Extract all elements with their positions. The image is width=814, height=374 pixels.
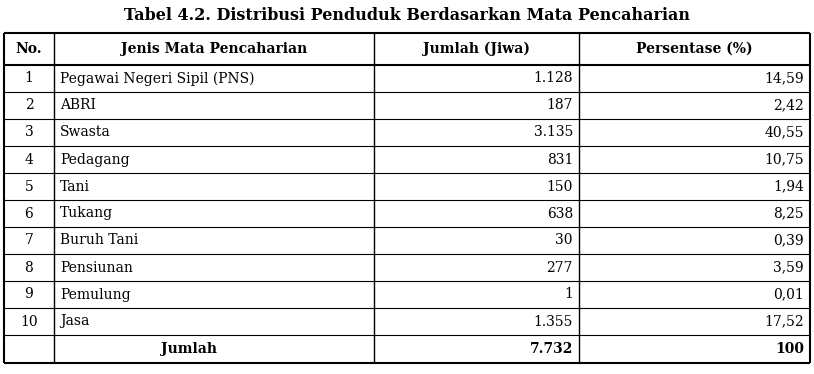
Text: Buruh Tani: Buruh Tani <box>60 233 138 248</box>
Text: 1,94: 1,94 <box>773 180 804 193</box>
Text: 3: 3 <box>24 126 33 140</box>
Text: Pegawai Negeri Sipil (PNS): Pegawai Negeri Sipil (PNS) <box>60 71 255 86</box>
Text: 10: 10 <box>20 315 37 328</box>
Text: Jenis Mata Pencaharian: Jenis Mata Pencaharian <box>120 42 307 56</box>
Text: 187: 187 <box>546 98 573 113</box>
Text: 2,42: 2,42 <box>773 98 804 113</box>
Text: 831: 831 <box>547 153 573 166</box>
Text: 40,55: 40,55 <box>764 126 804 140</box>
Text: Pensiunan: Pensiunan <box>60 261 133 275</box>
Text: 0,01: 0,01 <box>773 288 804 301</box>
Text: 1: 1 <box>24 71 33 86</box>
Text: 5: 5 <box>24 180 33 193</box>
Text: No.: No. <box>15 42 42 56</box>
Text: 7.732: 7.732 <box>530 342 573 356</box>
Text: Tabel 4.2. Distribusi Penduduk Berdasarkan Mata Pencaharian: Tabel 4.2. Distribusi Penduduk Berdasark… <box>124 7 690 25</box>
Text: 14,59: 14,59 <box>764 71 804 86</box>
Text: 8,25: 8,25 <box>773 206 804 221</box>
Text: 17,52: 17,52 <box>764 315 804 328</box>
Text: Swasta: Swasta <box>60 126 111 140</box>
Text: Jasa: Jasa <box>60 315 90 328</box>
Text: Jumlah: Jumlah <box>161 342 217 356</box>
Text: Persentase (%): Persentase (%) <box>637 42 753 56</box>
Text: 7: 7 <box>24 233 33 248</box>
Text: 100: 100 <box>775 342 804 356</box>
Text: 30: 30 <box>555 233 573 248</box>
Text: 3.135: 3.135 <box>534 126 573 140</box>
Text: 8: 8 <box>24 261 33 275</box>
Text: 4: 4 <box>24 153 33 166</box>
Text: 0,39: 0,39 <box>773 233 804 248</box>
Text: Tani: Tani <box>60 180 90 193</box>
Text: 150: 150 <box>547 180 573 193</box>
Text: 10,75: 10,75 <box>764 153 804 166</box>
Text: Tukang: Tukang <box>60 206 113 221</box>
Text: ABRI: ABRI <box>60 98 96 113</box>
Text: 277: 277 <box>546 261 573 275</box>
Text: 9: 9 <box>24 288 33 301</box>
Text: Pemulung: Pemulung <box>60 288 130 301</box>
Text: 2: 2 <box>24 98 33 113</box>
Text: Pedagang: Pedagang <box>60 153 129 166</box>
Text: 1.128: 1.128 <box>533 71 573 86</box>
Text: 6: 6 <box>24 206 33 221</box>
Text: 638: 638 <box>547 206 573 221</box>
Text: 3,59: 3,59 <box>773 261 804 275</box>
Text: 1: 1 <box>564 288 573 301</box>
Text: Jumlah (Jiwa): Jumlah (Jiwa) <box>423 42 530 56</box>
Text: 1.355: 1.355 <box>534 315 573 328</box>
